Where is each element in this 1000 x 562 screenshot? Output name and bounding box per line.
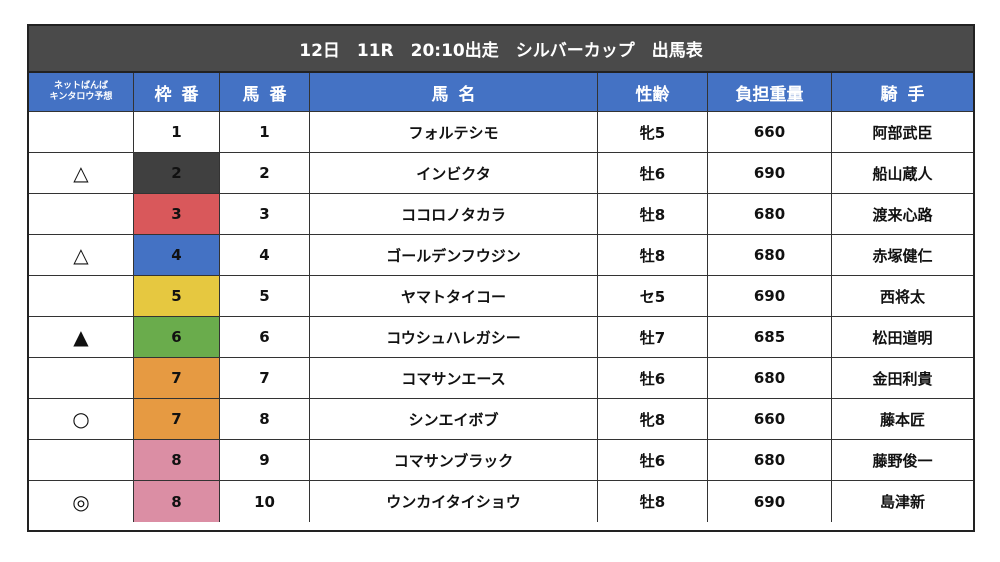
table-row: ◎ 8 10 ウンカイタイショウ 牡8 690 島津新 [29,481,973,522]
carried-weight: 685 [708,317,832,357]
table-row: 5 5 ヤマトタイコー セ5 690 西将太 [29,276,973,317]
header-name: 馬名 [310,73,598,111]
table-row: 1 1 フォルテシモ 牝5 660 阿部武臣 [29,112,973,153]
waku-number: 7 [134,399,220,439]
prediction-mark: ◎ [29,481,134,522]
jockey-name: 赤塚健仁 [872,246,933,265]
horse-number: 9 [220,440,310,480]
header-prediction: ネットばんば キンタロウ予想 [29,73,134,111]
prediction-mark [29,440,134,480]
table-row: ○ 7 8 シンエイボブ 牝8 660 藤本匠 [29,399,973,440]
horse-name: コウシュハレガシー [310,317,598,357]
horse-name: フォルテシモ [310,112,598,152]
header-row: ネットばんば キンタロウ予想 枠番 馬番 馬名 性齢 負担重量 騎手 [29,73,973,112]
carried-weight: 690 [708,481,832,522]
horse-name: インビクタ [310,153,598,193]
jockey-name: 渡来心路 [872,205,933,224]
jockey-name: 松田道明 [872,328,933,347]
jockey-name: 阿部武臣 [872,123,933,142]
header-jockey: 騎手 [832,73,973,111]
header-uma-label: 馬番 [242,84,297,105]
table-row: △ 2 2 インビクタ 牡6 690 船山蔵人 [29,153,973,194]
waku-number: 3 [134,194,220,234]
jockey-name: 船山蔵人 [872,164,933,183]
header-prediction-line1: ネットばんば [53,81,108,91]
table-row: 3 3 ココロノタカラ 牡8 680 渡来心路 [29,194,973,235]
header-name-label: 馬名 [431,84,486,105]
waku-number: 2 [134,153,220,193]
header-sex-age: 性齢 [598,73,708,111]
prediction-mark: △ [29,153,134,193]
waku-number: 8 [134,481,220,522]
waku-number: 4 [134,235,220,275]
horse-name: ウンカイタイショウ [310,481,598,522]
prediction-mark [29,112,134,152]
header-waku-label: 枠番 [154,84,209,105]
waku-number: 1 [134,112,220,152]
sex-age: 牡8 [598,235,708,275]
header-weight: 負担重量 [708,73,832,111]
jockey-name: 藤本匠 [879,410,925,429]
jockey-name: 西将太 [879,287,925,306]
sex-age: 牝5 [598,112,708,152]
header-uma: 馬番 [220,73,310,111]
horse-number: 10 [220,481,310,522]
race-title: 12日 11R 20:10出走 シルバーカップ 出馬表 [29,26,973,73]
carried-weight: 680 [708,440,832,480]
waku-number: 5 [134,276,220,316]
prediction-mark: △ [29,235,134,275]
sex-age: 牡7 [598,317,708,357]
sex-age: 牡6 [598,358,708,398]
prediction-mark [29,358,134,398]
carried-weight: 660 [708,112,832,152]
table-row: 8 9 コマサンブラック 牡6 680 藤野俊一 [29,440,973,481]
header-jockey-label: 騎手 [880,84,935,105]
carried-weight: 680 [708,235,832,275]
prediction-mark [29,194,134,234]
horse-number: 2 [220,153,310,193]
horse-number: 6 [220,317,310,357]
horse-name: ゴールデンフウジン [310,235,598,275]
table-row: 7 7 コマサンエース 牡6 680 金田利貴 [29,358,973,399]
sex-age: セ5 [598,276,708,316]
horse-name: シンエイボブ [310,399,598,439]
prediction-mark: ▲ [29,317,134,357]
carried-weight: 690 [708,276,832,316]
waku-number: 8 [134,440,220,480]
sex-age: 牝8 [598,399,708,439]
carried-weight: 690 [708,153,832,193]
horse-name: コマサンブラック [310,440,598,480]
sex-age: 牡8 [598,194,708,234]
horse-name: コマサンエース [310,358,598,398]
carried-weight: 680 [708,358,832,398]
prediction-mark: ○ [29,399,134,439]
sex-age: 牡6 [598,440,708,480]
waku-number: 7 [134,358,220,398]
sex-age: 牡6 [598,153,708,193]
table-row: ▲ 6 6 コウシュハレガシー 牡7 685 松田道明 [29,317,973,358]
table-row: △ 4 4 ゴールデンフウジン 牡8 680 赤塚健仁 [29,235,973,276]
horse-number: 4 [220,235,310,275]
horse-name: ヤマトタイコー [310,276,598,316]
header-waku: 枠番 [134,73,220,111]
horse-number: 5 [220,276,310,316]
header-prediction-line2: キンタロウ予想 [49,92,113,102]
waku-number: 6 [134,317,220,357]
jockey-name: 藤野俊一 [872,451,933,470]
horse-number: 1 [220,112,310,152]
race-entry-table: 12日 11R 20:10出走 シルバーカップ 出馬表 ネットばんば キンタロウ… [27,24,975,532]
carried-weight: 680 [708,194,832,234]
horse-name: ココロノタカラ [310,194,598,234]
jockey-name: 島津新 [879,493,925,511]
horse-number: 8 [220,399,310,439]
horse-number: 3 [220,194,310,234]
prediction-mark [29,276,134,316]
jockey-name: 金田利貴 [872,369,933,388]
entry-rows: 1 1 フォルテシモ 牝5 660 阿部武臣 △ 2 2 インビクタ 牡6 690 船山蔵人 3 3 ココロノ… [29,112,973,522]
carried-weight: 660 [708,399,832,439]
horse-number: 7 [220,358,310,398]
sex-age: 牡8 [598,481,708,522]
